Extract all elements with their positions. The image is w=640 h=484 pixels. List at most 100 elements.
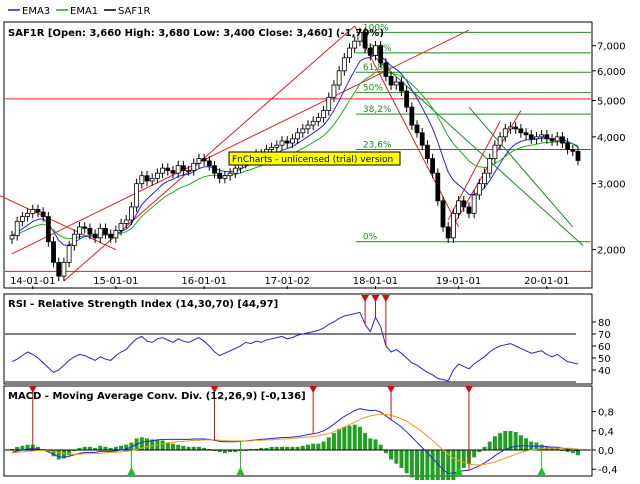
fib-label: 38,2% xyxy=(363,105,392,115)
macd-histogram-bar xyxy=(524,438,529,450)
fib-label: 100% xyxy=(363,23,389,33)
candle xyxy=(71,233,77,247)
rsi-pane xyxy=(3,293,593,385)
candle xyxy=(154,172,160,179)
signal-line xyxy=(11,414,579,466)
sell-marker-icon xyxy=(210,386,219,393)
macd-histogram-bar xyxy=(368,438,373,450)
price-y-label: 5,000 xyxy=(597,97,626,108)
candle xyxy=(440,200,446,228)
macd-histogram-bar xyxy=(160,440,165,450)
candle xyxy=(232,167,238,174)
macd-y-label: -0,4 xyxy=(598,465,618,476)
candle xyxy=(378,45,384,64)
rsi-y-label: 60 xyxy=(598,342,611,353)
candle xyxy=(570,149,576,152)
macd-histogram-bar xyxy=(420,450,425,484)
macd-histogram-bar xyxy=(290,446,295,450)
price-y-label: 7,000 xyxy=(597,42,626,53)
macd-histogram-bar xyxy=(254,448,259,450)
sell-marker-icon xyxy=(387,386,396,393)
candle xyxy=(321,110,326,119)
macd-histogram-bar xyxy=(321,441,326,450)
macd-histogram-bar xyxy=(389,450,394,460)
price-y-label: 6,000 xyxy=(597,67,626,78)
candle xyxy=(336,70,342,86)
candle xyxy=(347,47,352,59)
candle xyxy=(544,134,550,140)
macd-histogram-bar xyxy=(352,424,357,450)
candle xyxy=(560,136,565,144)
candle xyxy=(513,126,519,130)
legend-saf1r: SAF1R xyxy=(118,6,150,17)
macd-histogram-bar xyxy=(383,450,388,454)
candle xyxy=(565,142,571,150)
watermark: FnCharts - unlicensed (trial) version xyxy=(228,151,401,166)
candle xyxy=(191,162,197,172)
macd-histogram-bar xyxy=(186,446,191,450)
candle xyxy=(399,81,404,92)
candle xyxy=(430,158,436,174)
macd-histogram-bar xyxy=(124,444,129,450)
macd-histogram-bar xyxy=(196,446,201,450)
macd-histogram-bar xyxy=(451,450,456,483)
candle xyxy=(362,31,368,49)
x-tick-label: 17-01-02 xyxy=(265,276,310,287)
macd-histogram-bar xyxy=(217,450,222,453)
macd-histogram-bar xyxy=(295,446,300,450)
macd-histogram-bar xyxy=(550,447,555,450)
macd-histogram-bar xyxy=(103,446,108,450)
candle xyxy=(201,158,207,162)
price-y-label: 2,000 xyxy=(597,246,626,257)
candle xyxy=(129,206,134,221)
candle xyxy=(206,160,212,167)
macd-histogram-bar xyxy=(425,450,430,484)
macd-histogram-bar xyxy=(72,450,77,452)
candle xyxy=(300,128,306,134)
macd-y-label: 0,0 xyxy=(598,446,614,457)
candle xyxy=(134,183,140,208)
buy-marker-icon xyxy=(537,467,546,475)
macd-histogram-bar xyxy=(259,447,264,450)
macd-histogram-bar xyxy=(35,446,40,450)
candle xyxy=(165,167,171,172)
macd-histogram-bar xyxy=(41,448,46,450)
candle xyxy=(393,81,399,86)
candle xyxy=(144,175,150,182)
candle xyxy=(482,172,487,185)
macd-histogram-bar xyxy=(503,430,508,450)
macd-histogram-bar xyxy=(98,445,103,450)
candle xyxy=(160,167,165,174)
macd-title: MACD - Moving Average Conv. Div. (12,26,… xyxy=(8,391,306,402)
candle xyxy=(196,158,202,164)
candle xyxy=(274,144,280,148)
candle xyxy=(310,120,316,126)
macd-histogram-bar xyxy=(248,448,253,450)
macd-histogram-bar xyxy=(409,450,414,478)
macd-histogram-bar xyxy=(145,438,150,450)
macd-histogram-bar xyxy=(337,428,342,450)
candle xyxy=(539,134,545,138)
price-title: SAF1R [Open: 3,660 High: 3,680 Low: 3,40… xyxy=(8,28,384,39)
candle xyxy=(445,226,451,239)
candle xyxy=(170,170,176,174)
candle xyxy=(326,96,332,111)
macd-histogram-bar xyxy=(508,430,513,450)
macd-histogram-bar xyxy=(15,446,20,450)
macd-histogram-bar xyxy=(274,446,279,450)
candle xyxy=(97,227,103,239)
macd-histogram-bar xyxy=(269,446,274,450)
candle xyxy=(487,158,493,174)
macd-histogram-bar xyxy=(212,450,217,452)
macd-histogram-bar xyxy=(181,445,186,450)
channel-lower-line xyxy=(63,25,356,282)
candle xyxy=(9,235,15,240)
macd-histogram-bar xyxy=(347,425,352,450)
macd-histogram-bar xyxy=(373,439,378,450)
macd-histogram-bar xyxy=(93,447,98,450)
candle xyxy=(554,136,560,142)
macd-histogram-bar xyxy=(446,450,451,484)
macd-histogram-bar xyxy=(498,433,503,450)
macd-histogram-bar xyxy=(399,450,404,468)
candle xyxy=(82,226,88,229)
